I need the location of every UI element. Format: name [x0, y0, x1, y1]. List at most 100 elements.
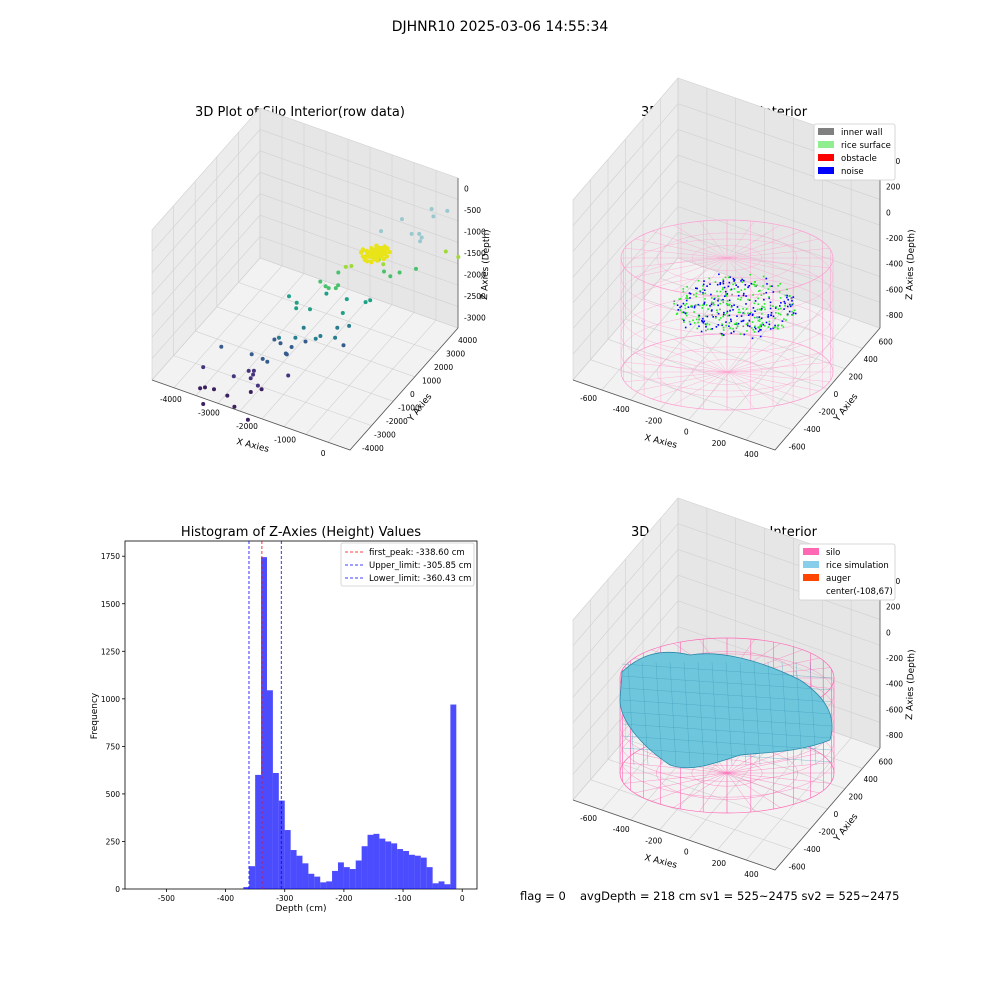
classified-point: [734, 282, 736, 284]
silo-spoke: [699, 371, 728, 409]
classified-point: [709, 283, 711, 285]
footer-flag: flag = 0: [520, 889, 566, 903]
classified-point: [770, 312, 773, 314]
classified-point: [745, 295, 747, 297]
classified-point: [760, 325, 762, 328]
classified-point: [761, 322, 764, 324]
x-tick-label: -300: [276, 894, 293, 903]
classified-point: [702, 285, 704, 287]
classified-point: [702, 292, 704, 294]
classified-point: [740, 320, 743, 323]
classified-point: [728, 314, 731, 317]
legend-swatch: [818, 167, 834, 174]
histogram-bar: [296, 855, 303, 889]
axis-line: [151, 327, 459, 451]
raw-point: [409, 231, 414, 236]
histogram-bar: [444, 884, 451, 889]
histogram-bar: [332, 870, 338, 889]
classified-point: [777, 285, 779, 287]
classified-point: [757, 326, 759, 329]
classified-point: [750, 327, 753, 329]
classified-point: [738, 291, 740, 293]
classified-point: [737, 286, 739, 288]
raw-point: [335, 325, 340, 330]
grid-line: [572, 206, 881, 329]
classified-point: [722, 315, 724, 318]
x-tick-label: 0: [684, 848, 689, 857]
y-tick-label: 400: [864, 775, 879, 784]
classified-point: [791, 310, 793, 313]
legend-frame: [813, 123, 896, 181]
classified-point: [772, 315, 775, 318]
classified-point: [767, 288, 770, 290]
z-tick-label: -2000: [464, 270, 486, 279]
y-tick-label: 3000: [446, 349, 465, 358]
histogram-bar: [243, 887, 250, 889]
raw-point: [341, 343, 346, 348]
classified-point: [697, 321, 699, 324]
classified-point: [717, 299, 719, 302]
classified-point: [713, 298, 716, 300]
floor-pane: [152, 258, 458, 450]
classified-point: [731, 293, 733, 296]
classified-point: [783, 300, 786, 303]
classified-point: [742, 325, 745, 328]
y-tick-label: 1500: [101, 600, 120, 609]
rice-mesh-line: [621, 687, 833, 703]
classified-point: [717, 304, 719, 307]
rice-mesh-line: [697, 661, 705, 766]
silo-spoke: [726, 762, 831, 774]
histogram-bar: [249, 866, 256, 889]
silo-spoke: [726, 772, 781, 808]
grid-line: [173, 265, 283, 388]
classified-point: [743, 292, 745, 295]
panel-raw-xlabel: X Axies: [235, 437, 270, 455]
histogram-bar: [373, 833, 380, 889]
panel-simulation-zlabel: Z Axies (Depth): [905, 649, 917, 720]
classified-point: [762, 323, 765, 326]
classified-point: [685, 299, 688, 302]
silo-spoke: [624, 248, 728, 259]
legend-label: first_peak: -338.60 cm: [369, 548, 465, 558]
rice-mesh-line: [621, 675, 833, 691]
classified-point: [678, 298, 681, 300]
histogram-title: Histogram of Z-Axies (Height) Values: [181, 525, 421, 540]
silo-spoke: [726, 772, 831, 784]
x-tick-label: 200: [712, 439, 727, 448]
classified-point: [689, 323, 692, 326]
classified-point: [728, 299, 731, 302]
raw-point: [349, 264, 354, 268]
silo-spoke: [726, 371, 755, 409]
classified-point: [728, 276, 730, 279]
z-tick-label: -600: [886, 285, 903, 294]
histogram-bar: [284, 830, 291, 889]
classified-point: [696, 287, 698, 290]
grid-line: [607, 339, 811, 410]
classified-point: [726, 303, 729, 305]
classified-point: [729, 289, 732, 291]
classified-point: [761, 305, 763, 308]
silo-spoke: [699, 772, 728, 812]
classified-point: [703, 320, 705, 323]
classified-point: [784, 302, 786, 305]
classified-point: [719, 290, 722, 293]
z-tick-label: -500: [464, 206, 481, 215]
classified-point: [751, 314, 754, 316]
classified-point: [715, 316, 717, 318]
classified-point: [704, 298, 706, 300]
classified-point: [747, 298, 749, 301]
classified-point: [719, 283, 721, 286]
panel-raw-title: 3D Plot of Silo Interior(row data): [195, 105, 405, 120]
raw-point: [259, 387, 264, 392]
classified-point: [733, 304, 735, 306]
classified-point: [770, 314, 772, 317]
legend-label: Upper_limit: -305.85 cm: [369, 561, 472, 571]
raw-point: [201, 365, 206, 370]
classified-point: [681, 311, 684, 314]
panel-raw-zlabel: Z Axies (Depth): [480, 229, 492, 300]
classified-point: [752, 329, 755, 331]
classified-point: [681, 318, 684, 321]
classified-point: [763, 303, 766, 305]
classified-point: [737, 311, 740, 314]
raw-point: [251, 368, 256, 373]
